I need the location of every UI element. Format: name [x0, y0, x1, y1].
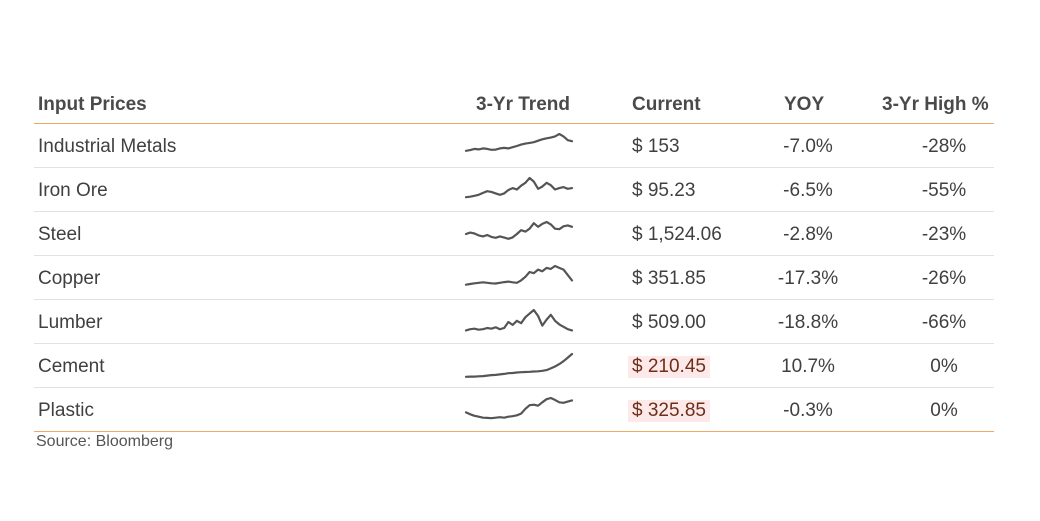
row-name: Steel	[38, 224, 82, 245]
row-current-price: $ 325.85	[628, 400, 710, 422]
header-input-prices: Input Prices	[38, 94, 147, 115]
header-trend: 3-Yr Trend	[476, 94, 570, 115]
trend-line	[464, 352, 574, 378]
trend-sparkline	[464, 352, 574, 378]
trend-line	[464, 396, 574, 420]
table-row: Steel $ 1,524.06 -2.8% -23%	[34, 212, 994, 256]
row-name: Iron Ore	[38, 180, 108, 201]
table-header: Input Prices 3-Yr Trend Current YOY 3-Yr…	[34, 88, 994, 124]
header-3yr-high: 3-Yr High %	[882, 94, 989, 115]
trend-sparkline	[464, 220, 574, 240]
header-current: Current	[632, 94, 701, 115]
trend-line	[464, 308, 574, 332]
row-3yr-high: -23%	[921, 224, 967, 245]
table-row: Cement $ 210.45 10.7% 0%	[34, 344, 994, 388]
row-yoy: -7.0%	[783, 136, 833, 157]
row-current-price: $ 95.23	[632, 180, 696, 201]
row-name: Industrial Metals	[38, 136, 177, 157]
header-yoy: YOY	[784, 94, 825, 115]
table-body: Industrial Metals $ 153 -7.0% -28% Iron Ore $…	[34, 124, 994, 432]
row-3yr-high: 0%	[930, 356, 958, 377]
trend-sparkline	[464, 396, 574, 420]
row-current-price: $ 1,524.06	[632, 224, 722, 245]
trend-line	[464, 176, 574, 199]
trend-sparkline	[464, 176, 574, 199]
table-row: Industrial Metals $ 153 -7.0% -28%	[34, 124, 994, 168]
source-note: Source: Bloomberg	[36, 433, 173, 450]
row-3yr-high: -66%	[921, 312, 967, 333]
row-current-price: $ 509.00	[632, 312, 706, 333]
trend-sparkline	[464, 308, 574, 332]
input-prices-table: Input Prices 3-Yr Trend Current YOY 3-Yr…	[34, 88, 994, 432]
trend-line	[464, 132, 574, 152]
trend-sparkline	[464, 264, 574, 286]
trend-line	[464, 220, 574, 240]
row-current-price: $ 351.85	[632, 268, 706, 289]
row-yoy: -17.3%	[777, 268, 839, 289]
row-3yr-high: -26%	[921, 268, 967, 289]
table-row: Copper $ 351.85 -17.3% -26%	[34, 256, 994, 300]
row-name: Copper	[38, 268, 101, 289]
row-yoy: -2.8%	[783, 224, 833, 245]
row-current-price: $ 153	[632, 136, 680, 157]
row-3yr-high: 0%	[930, 400, 958, 421]
row-yoy: 10.7%	[781, 356, 835, 377]
row-name: Lumber	[38, 312, 103, 333]
table-row: Lumber $ 509.00 -18.8% -66%	[34, 300, 994, 344]
trend-line	[464, 264, 574, 286]
row-name: Cement	[38, 356, 105, 377]
trend-sparkline	[464, 132, 574, 152]
table-row: Iron Ore $ 95.23 -6.5% -55%	[34, 168, 994, 212]
row-3yr-high: -55%	[921, 180, 967, 201]
row-yoy: -6.5%	[783, 180, 833, 201]
row-yoy: -18.8%	[777, 312, 839, 333]
row-name: Plastic	[38, 400, 94, 421]
row-yoy: -0.3%	[783, 400, 833, 421]
row-current-price: $ 210.45	[628, 356, 710, 378]
row-3yr-high: -28%	[921, 136, 967, 157]
table-row: Plastic $ 325.85 -0.3% 0%	[34, 388, 994, 432]
